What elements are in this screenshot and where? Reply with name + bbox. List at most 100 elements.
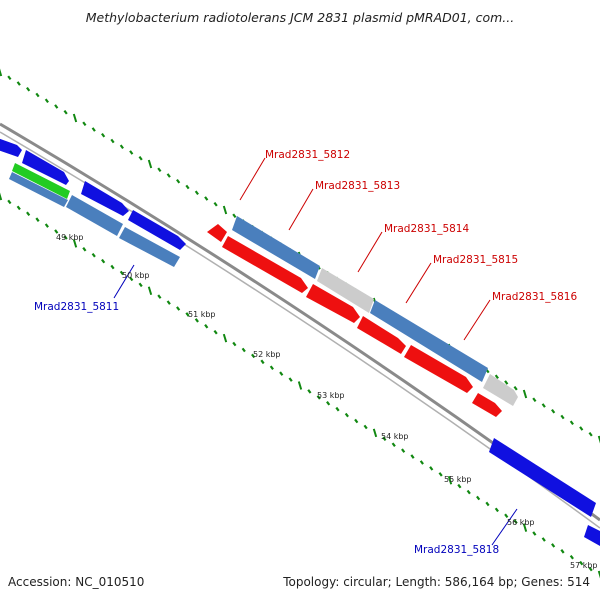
minor-tick bbox=[204, 324, 209, 329]
minor-tick bbox=[391, 442, 396, 447]
callout-line bbox=[405, 262, 432, 304]
gene-arrow[interactable] bbox=[22, 150, 69, 185]
minor-tick bbox=[410, 454, 415, 459]
pseudogene-bar[interactable] bbox=[483, 374, 518, 406]
minor-tick bbox=[185, 184, 190, 190]
callout-line bbox=[239, 157, 266, 201]
map-title: Methylobacterium radiotolerans JCM 2831 … bbox=[85, 10, 515, 25]
minor-tick bbox=[541, 537, 546, 542]
minor-tick bbox=[326, 401, 331, 406]
minor-tick bbox=[588, 431, 593, 437]
gene-label[interactable]: Mrad2831_5818 bbox=[414, 544, 499, 556]
minor-tick bbox=[232, 213, 237, 219]
minor-tick bbox=[288, 377, 293, 382]
minor-tick bbox=[63, 109, 68, 115]
minor-tick bbox=[260, 359, 265, 365]
gene-arrow[interactable] bbox=[472, 393, 502, 417]
gene-label[interactable]: Mrad2831_5813 bbox=[315, 180, 400, 192]
gene-arrow[interactable] bbox=[81, 181, 129, 216]
inner-tick-track bbox=[0, 192, 600, 579]
scale-label: 52 kbp bbox=[253, 350, 281, 359]
major-tick bbox=[72, 113, 78, 123]
gene-arrow[interactable] bbox=[404, 345, 473, 393]
minor-tick bbox=[110, 138, 115, 144]
major-tick bbox=[297, 381, 303, 390]
gene-label[interactable]: Mrad2831_5815 bbox=[433, 254, 518, 266]
minor-tick bbox=[569, 554, 574, 560]
pseudogene-bar[interactable] bbox=[317, 268, 374, 313]
gene-arrow[interactable] bbox=[370, 300, 488, 382]
minor-tick bbox=[466, 489, 471, 495]
accession-info: Accession: NC_010510 bbox=[8, 575, 144, 589]
gene-label[interactable]: Mrad2831_5816 bbox=[492, 291, 577, 303]
minor-tick bbox=[251, 353, 256, 359]
major-tick bbox=[222, 333, 228, 343]
minor-tick bbox=[569, 420, 574, 426]
minor-tick bbox=[476, 495, 481, 501]
accession-value: NC_010510 bbox=[75, 575, 145, 589]
scale-label: 51 kbp bbox=[188, 310, 216, 319]
minor-tick bbox=[307, 389, 312, 394]
minor-tick bbox=[494, 374, 499, 380]
minor-tick bbox=[16, 81, 21, 86]
minor-tick bbox=[166, 173, 171, 178]
minor-tick bbox=[204, 196, 209, 201]
gene-arrow[interactable] bbox=[207, 224, 227, 242]
minor-tick bbox=[129, 150, 134, 155]
minor-tick bbox=[7, 199, 12, 205]
length-label: Length: bbox=[395, 575, 441, 589]
minor-tick bbox=[26, 211, 31, 217]
minor-tick bbox=[382, 436, 387, 442]
minor-tick bbox=[54, 229, 59, 234]
gene-label[interactable]: Mrad2831_5814 bbox=[384, 223, 469, 235]
callout-line bbox=[113, 264, 135, 299]
minor-tick bbox=[35, 217, 40, 222]
minor-tick bbox=[138, 282, 143, 288]
minor-tick bbox=[194, 190, 199, 196]
major-tick bbox=[522, 389, 528, 399]
minor-tick bbox=[157, 167, 162, 173]
minor-tick bbox=[560, 414, 565, 420]
gene-arrow[interactable] bbox=[66, 195, 123, 236]
callout-line bbox=[357, 231, 383, 273]
gene-arrow[interactable] bbox=[128, 210, 186, 250]
genes-label: Genes: bbox=[521, 575, 564, 589]
minor-tick bbox=[457, 483, 462, 489]
gene-arrow[interactable] bbox=[222, 236, 308, 293]
minor-tick bbox=[101, 132, 106, 138]
gene-arrow[interactable] bbox=[584, 525, 600, 546]
gene-label[interactable]: Mrad2831_5812 bbox=[265, 149, 350, 161]
minor-tick bbox=[335, 406, 340, 412]
gene-arrow[interactable] bbox=[232, 216, 320, 279]
minor-tick bbox=[532, 397, 537, 403]
minor-tick bbox=[438, 472, 443, 477]
forward-strand-features bbox=[0, 137, 600, 546]
callout-line bbox=[491, 508, 518, 546]
minor-tick bbox=[91, 127, 96, 132]
gene-arrow[interactable] bbox=[306, 284, 360, 323]
gene-label[interactable]: Mrad2831_5811 bbox=[34, 301, 119, 313]
minor-tick bbox=[269, 365, 274, 370]
minor-tick bbox=[129, 276, 134, 282]
minor-tick bbox=[185, 312, 190, 317]
minor-tick bbox=[101, 258, 106, 264]
gene-arrow[interactable] bbox=[357, 316, 406, 354]
minor-tick bbox=[44, 98, 49, 104]
gene-label-callouts: Mrad2831_5812 Mrad2831_5813 Mrad2831_581… bbox=[34, 149, 577, 556]
gene-arrow[interactable] bbox=[119, 227, 180, 267]
gene-arrow[interactable] bbox=[489, 438, 596, 517]
minor-tick bbox=[551, 408, 556, 414]
topology-label: Topology: bbox=[283, 575, 340, 589]
genome-summary: Topology: circular; Length: 586,164 bp; … bbox=[283, 575, 590, 589]
minor-tick bbox=[54, 104, 59, 109]
minor-tick bbox=[429, 466, 434, 471]
minor-tick bbox=[504, 380, 509, 385]
major-tick bbox=[597, 435, 600, 444]
major-tick bbox=[597, 570, 600, 579]
minor-tick bbox=[363, 424, 368, 430]
minor-tick bbox=[82, 121, 87, 127]
gene-arrow[interactable] bbox=[9, 172, 68, 207]
gene-arrow[interactable] bbox=[0, 137, 22, 157]
rna-bar[interactable] bbox=[12, 163, 70, 199]
